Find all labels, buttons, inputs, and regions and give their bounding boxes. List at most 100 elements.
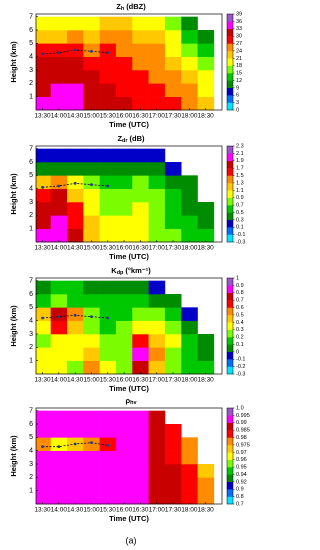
heatmap-cell — [36, 490, 51, 505]
heatmap-cell — [99, 347, 117, 361]
colorbar-label: 0.2 — [236, 335, 244, 341]
heatmap-cell — [99, 424, 117, 438]
colorbar-label: 0.3 — [236, 327, 244, 333]
heatmap-cell — [115, 96, 133, 111]
heatmap-cell — [132, 16, 149, 31]
heatmap-cell — [50, 360, 68, 375]
heatmap-cell — [115, 490, 133, 505]
heatmap-cell — [99, 83, 117, 97]
melting-layer-dot — [106, 316, 110, 320]
heatmap-cell — [67, 16, 84, 31]
colorbar-label: -0.3 — [236, 371, 245, 377]
x-tick-label: 17:00 — [149, 245, 166, 252]
y-tick-label: 6 — [29, 159, 33, 166]
heatmap-cell — [67, 490, 84, 505]
heatmap-cell — [148, 410, 166, 425]
x-axis-label: Time (UTC) — [109, 120, 149, 129]
colorbar-label: 0.9 — [236, 487, 244, 493]
heatmap-cell — [67, 202, 84, 216]
colorbar-swatch — [227, 175, 233, 184]
heatmap-cell — [164, 30, 182, 44]
heatmap-cell — [115, 56, 133, 71]
colorbar-swatch — [227, 87, 233, 96]
heatmap-cell — [99, 280, 117, 295]
heatmap-cell — [181, 334, 198, 348]
heatmap-cell — [197, 83, 215, 97]
heatmap-cell — [99, 477, 117, 491]
y-tick-label: 2 — [29, 80, 33, 87]
heatmap-cell — [148, 334, 166, 348]
heatmap-cell — [132, 280, 149, 295]
heatmap-cell — [164, 360, 182, 375]
x-tick-label: 14:30 — [67, 245, 84, 252]
heatmap-cell — [99, 228, 117, 243]
title-symbol: ρ — [125, 396, 130, 405]
x-tick-label: 14:30 — [67, 113, 84, 120]
heatmap-cell — [148, 228, 166, 243]
heatmap-cell — [36, 162, 51, 176]
x-tick-label: 16:00 — [116, 113, 133, 120]
heatmap-cell — [67, 280, 84, 295]
heatmap-cell — [164, 43, 182, 57]
colorbar-swatch — [227, 314, 233, 323]
heatmap-cell — [181, 96, 198, 111]
heatmap-cell — [115, 437, 133, 451]
x-tick-label: 17:00 — [149, 507, 166, 514]
colorbar-swatch — [227, 234, 233, 243]
heatmap-cell — [115, 215, 133, 229]
colorbar-swatch — [227, 351, 233, 360]
y-tick-label: 2 — [29, 344, 33, 351]
x-tick-label: 14:30 — [67, 377, 84, 384]
colorbar-swatch — [227, 58, 233, 66]
x-tick-label: 18:30 — [198, 245, 215, 252]
heatmap-cell — [197, 43, 215, 57]
colorbar-label: 0.96 — [236, 457, 247, 463]
y-tick-label: 1 — [29, 226, 33, 233]
title-symbol: K — [111, 266, 117, 275]
heatmap-cell — [83, 56, 100, 71]
colorbar-label: 15 — [236, 71, 242, 77]
heatmap-cell — [36, 450, 51, 465]
title-unit: (dBZ) — [126, 2, 146, 11]
heatmap-cell — [115, 334, 133, 348]
colorbar-label: 33 — [236, 26, 242, 32]
heatmap-cell — [36, 477, 51, 491]
heatmap-cell — [148, 162, 166, 176]
colorbar-label: 0.95 — [236, 465, 247, 471]
heatmap-cell — [148, 477, 166, 491]
heatmap-cell — [83, 83, 100, 97]
colorbar-label: 1.5 — [236, 173, 244, 179]
heatmap-cell — [181, 228, 198, 243]
heatmap-cell — [50, 30, 68, 44]
heatmap-cell — [148, 320, 166, 335]
melting-layer-dot — [57, 51, 61, 55]
colorbar-label: 0.9 — [236, 283, 244, 289]
y-tick-label: 5 — [29, 304, 33, 311]
colorbar-swatch — [227, 285, 233, 293]
heatmap-cell — [115, 148, 133, 163]
heatmap-cell — [164, 83, 182, 97]
heatmap-cell — [148, 464, 166, 478]
heatmap-cell — [148, 424, 166, 438]
colorbar-label: 1.1 — [236, 188, 244, 194]
y-tick-label: 6 — [29, 421, 33, 428]
x-tick-label: 18:30 — [198, 113, 215, 120]
colorbar-swatch — [227, 496, 233, 505]
colorbar-swatch — [227, 205, 233, 213]
heatmap-cell — [115, 360, 133, 375]
x-tick-label: 16:00 — [116, 245, 133, 252]
heatmap-cell — [132, 96, 149, 111]
heatmap-cell — [181, 437, 198, 451]
heatmap-cell — [115, 188, 133, 203]
x-tick-label: 13:30 — [34, 507, 51, 514]
heatmap-cell — [50, 294, 68, 308]
heatmap-cell — [197, 30, 215, 44]
y-tick-label: 6 — [29, 291, 33, 298]
colorbar-label: 1.0 — [236, 405, 244, 411]
colorbar-frame — [226, 13, 234, 111]
x-tick-label: 16:00 — [116, 507, 133, 514]
x-tick-label: 15:30 — [100, 507, 117, 514]
plot-frame — [35, 13, 223, 111]
heatmap-cell — [50, 70, 68, 84]
heatmap-cell — [148, 450, 166, 465]
